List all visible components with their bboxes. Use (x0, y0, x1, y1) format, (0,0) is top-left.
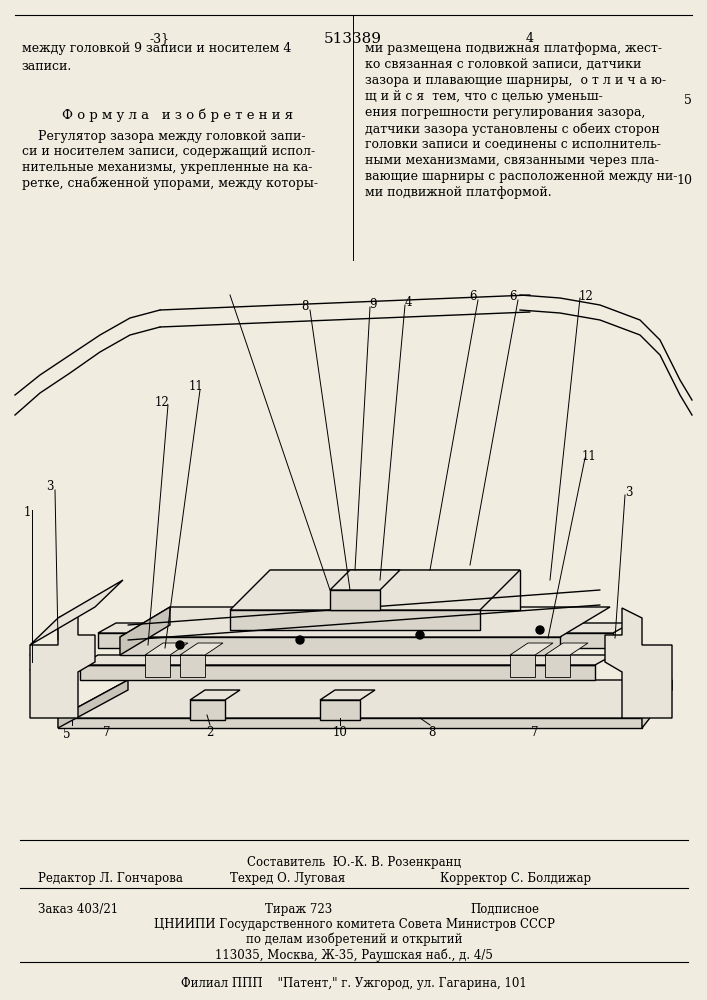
Text: ми размещена подвижная платформа, жест-: ми размещена подвижная платформа, жест- (365, 42, 662, 55)
Text: 10: 10 (332, 726, 347, 740)
Polygon shape (30, 580, 123, 645)
Text: ретке, снабженной упорами, между которы-: ретке, снабженной упорами, между которы- (22, 176, 318, 190)
Text: вающие шарниры с расположенной между ни-: вающие шарниры с расположенной между ни- (365, 170, 677, 183)
Polygon shape (80, 655, 613, 665)
Polygon shape (320, 690, 375, 700)
Polygon shape (545, 655, 570, 677)
Text: ко связанная с головкой записи, датчики: ко связанная с головкой записи, датчики (365, 58, 641, 71)
Text: зазора и плавающие шарниры,  о т л и ч а ю-: зазора и плавающие шарниры, о т л и ч а … (365, 74, 666, 87)
Text: 7: 7 (103, 726, 111, 740)
Polygon shape (145, 643, 188, 655)
Text: 6: 6 (469, 290, 477, 304)
Text: Заказ 403/21: Заказ 403/21 (38, 903, 118, 916)
Text: 113035, Москва, Ж-35, Раушская наб., д. 4/5: 113035, Москва, Ж-35, Раушская наб., д. … (215, 948, 493, 962)
Polygon shape (180, 655, 205, 677)
Text: Составитель  Ю.-К. В. Розенкранц: Составитель Ю.-К. В. Розенкранц (247, 856, 461, 869)
Text: по делам изобретений и открытий: по делам изобретений и открытий (246, 933, 462, 946)
Text: 4: 4 (404, 296, 411, 308)
Text: нительные механизмы, укрепленные на ка-: нительные механизмы, укрепленные на ка- (22, 161, 312, 174)
Text: 5: 5 (63, 728, 71, 740)
Text: Корректор С. Болдижар: Корректор С. Болдижар (440, 872, 591, 885)
Circle shape (176, 641, 184, 649)
Polygon shape (120, 607, 610, 637)
Text: 3: 3 (625, 487, 633, 499)
Text: 1: 1 (23, 506, 30, 518)
Circle shape (536, 626, 544, 634)
Polygon shape (58, 680, 128, 728)
Text: головки записи и соединены с исполнитель-: головки записи и соединены с исполнитель… (365, 138, 661, 151)
Polygon shape (330, 570, 400, 590)
Text: 11: 11 (189, 380, 204, 393)
Text: ЦНИИПИ Государственного комитета Совета Министров СССР: ЦНИИПИ Государственного комитета Совета … (153, 918, 554, 931)
Text: 5: 5 (684, 94, 692, 106)
Text: 8: 8 (428, 726, 436, 740)
Text: Регулятор зазора между головкой запи-: Регулятор зазора между головкой запи- (22, 130, 305, 143)
Text: -3}: -3} (150, 32, 170, 45)
Text: 3: 3 (46, 481, 54, 493)
Polygon shape (30, 608, 95, 718)
Text: щ и й с я  тем, что с целью уменьш-: щ и й с я тем, что с целью уменьш- (365, 90, 603, 103)
Text: 12: 12 (155, 396, 170, 410)
Text: 2: 2 (206, 726, 214, 740)
Text: Техред О. Луговая: Техред О. Луговая (230, 872, 345, 885)
Polygon shape (545, 643, 588, 655)
Text: 7: 7 (531, 726, 539, 740)
Text: 9: 9 (369, 298, 377, 310)
Polygon shape (510, 655, 535, 677)
Text: Подписное: Подписное (470, 903, 539, 916)
Polygon shape (605, 608, 672, 718)
Polygon shape (510, 643, 553, 655)
Circle shape (296, 636, 304, 644)
Text: 11: 11 (582, 450, 597, 462)
Text: ения погрешности регулирования зазора,: ения погрешности регулирования зазора, (365, 106, 645, 119)
Text: си и носителем записи, содержащий испол-: си и носителем записи, содержащий испол- (22, 145, 315, 158)
Polygon shape (58, 680, 672, 718)
Polygon shape (642, 680, 672, 728)
Text: Ф о р м у л а   и з о б р е т е н и я: Ф о р м у л а и з о б р е т е н и я (62, 108, 293, 121)
Text: 8: 8 (301, 300, 309, 314)
Polygon shape (180, 643, 223, 655)
Polygon shape (120, 637, 560, 655)
Circle shape (416, 631, 424, 639)
Text: ми подвижной платформой.: ми подвижной платформой. (365, 186, 551, 199)
Text: Филиал ППП    "Патент," г. Ужгород, ул. Гагарина, 101: Филиал ППП "Патент," г. Ужгород, ул. Гаг… (181, 977, 527, 990)
Polygon shape (190, 700, 225, 720)
Polygon shape (320, 700, 360, 720)
Polygon shape (98, 623, 631, 633)
Text: датчики зазора установлены с обеих сторон: датчики зазора установлены с обеих сторо… (365, 122, 660, 135)
Polygon shape (270, 570, 520, 610)
Polygon shape (330, 590, 380, 610)
Polygon shape (58, 718, 642, 728)
Text: Тираж 723: Тираж 723 (265, 903, 332, 916)
Polygon shape (230, 610, 480, 630)
Text: 513389: 513389 (324, 32, 382, 46)
Polygon shape (145, 655, 170, 677)
Text: 10: 10 (676, 174, 692, 186)
Text: 4: 4 (526, 32, 534, 45)
Polygon shape (190, 690, 240, 700)
Polygon shape (80, 665, 595, 680)
Text: Редактор Л. Гончарова: Редактор Л. Гончарова (38, 872, 183, 885)
Text: 12: 12 (578, 290, 593, 302)
Text: 6: 6 (509, 290, 517, 304)
Text: ными механизмами, связанными через пла-: ными механизмами, связанными через пла- (365, 154, 659, 167)
Text: между головкой 9 записи и носителем 4
записи.: между головкой 9 записи и носителем 4 за… (22, 42, 291, 73)
Polygon shape (230, 570, 520, 610)
Polygon shape (120, 607, 170, 655)
Polygon shape (98, 633, 613, 648)
